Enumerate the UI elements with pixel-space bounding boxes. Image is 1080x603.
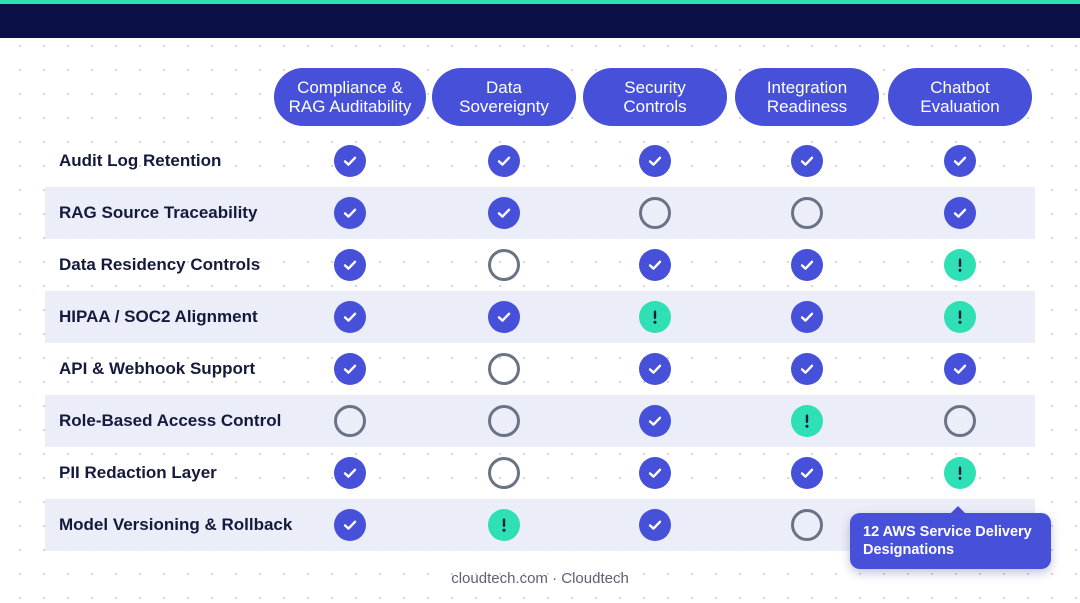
row-label: RAG Source Traceability <box>59 203 258 222</box>
column-header-5: Chatbot Evaluation <box>888 68 1032 126</box>
empty-circle-icon <box>944 405 976 437</box>
empty-circle-icon <box>488 457 520 489</box>
column-header-text: Integration <box>766 78 848 97</box>
column-header-text: Evaluation <box>920 97 1000 116</box>
table-row: API & Webhook Support <box>45 343 1035 395</box>
table-row: PII Redaction Layer <box>45 447 1035 499</box>
check-circle-icon <box>334 353 366 385</box>
empty-circle-icon <box>488 405 520 437</box>
column-header-2: Data Sovereignty <box>432 68 576 126</box>
check-circle-icon <box>334 197 366 229</box>
check-circle-icon <box>639 457 671 489</box>
column-header-text: Readiness <box>766 97 848 116</box>
footer-credit: cloudtech.com · Cloudtech <box>451 570 629 587</box>
column-header-text: Controls <box>623 97 687 116</box>
check-circle-icon <box>791 457 823 489</box>
check-circle-icon <box>944 145 976 177</box>
check-circle-icon <box>334 249 366 281</box>
table-row: Role-Based Access Control <box>45 395 1035 447</box>
empty-circle-icon <box>488 249 520 281</box>
check-circle-icon <box>334 509 366 541</box>
exclamation-circle-icon <box>944 249 976 281</box>
badge-line-1: 12 AWS Service Delivery <box>863 524 1032 540</box>
check-circle-icon <box>791 145 823 177</box>
table-row: HIPAA / SOC2 Alignment <box>45 291 1035 343</box>
row-label: Role-Based Access Control <box>59 411 282 430</box>
column-header-text: Compliance & <box>297 78 403 97</box>
aws-designations-badge: 12 AWS Service Delivery Designations <box>850 513 1051 569</box>
check-circle-icon <box>639 405 671 437</box>
check-circle-icon <box>488 145 520 177</box>
row-label: HIPAA / SOC2 Alignment <box>59 307 258 326</box>
column-header-text: Security <box>624 78 686 97</box>
check-circle-icon <box>639 353 671 385</box>
check-circle-icon <box>944 197 976 229</box>
check-circle-icon <box>639 509 671 541</box>
check-circle-icon <box>944 353 976 385</box>
badge-line-2: Designations <box>863 542 955 558</box>
column-header-3: Security Controls <box>583 68 727 126</box>
check-circle-icon <box>791 301 823 333</box>
check-circle-icon <box>791 353 823 385</box>
top-banner <box>0 4 1080 38</box>
exclamation-circle-icon <box>944 457 976 489</box>
check-circle-icon <box>334 301 366 333</box>
check-circle-icon <box>488 197 520 229</box>
exclamation-circle-icon <box>488 509 520 541</box>
accent-strip <box>0 0 1080 4</box>
check-circle-icon <box>488 301 520 333</box>
column-header-1: Compliance & RAG Auditability <box>274 68 426 126</box>
check-circle-icon <box>639 249 671 281</box>
check-circle-icon <box>791 249 823 281</box>
empty-circle-icon <box>334 405 366 437</box>
table-row: Audit Log Retention <box>45 135 1035 187</box>
row-label: API & Webhook Support <box>59 359 256 378</box>
empty-circle-icon <box>488 353 520 385</box>
check-circle-icon <box>334 457 366 489</box>
row-label: Audit Log Retention <box>59 151 222 170</box>
column-header-text: Data <box>486 78 522 97</box>
badge-pointer <box>950 506 966 514</box>
empty-circle-icon <box>791 197 823 229</box>
column-header-text: Sovereignty <box>459 97 549 116</box>
column-header-text: Chatbot <box>930 78 990 97</box>
row-label: PII Redaction Layer <box>59 463 217 482</box>
check-circle-icon <box>334 145 366 177</box>
table-row: Data Residency Controls <box>45 239 1035 291</box>
table-row: RAG Source Traceability <box>45 187 1035 239</box>
exclamation-circle-icon <box>639 301 671 333</box>
empty-circle-icon <box>791 509 823 541</box>
row-label: Data Residency Controls <box>59 255 261 274</box>
check-circle-icon <box>639 145 671 177</box>
row-label: Model Versioning & Rollback <box>59 515 293 534</box>
exclamation-circle-icon <box>791 405 823 437</box>
exclamation-circle-icon <box>944 301 976 333</box>
column-header-text: RAG Auditability <box>288 97 412 116</box>
column-header-4: Integration Readiness <box>735 68 879 126</box>
empty-circle-icon <box>639 197 671 229</box>
